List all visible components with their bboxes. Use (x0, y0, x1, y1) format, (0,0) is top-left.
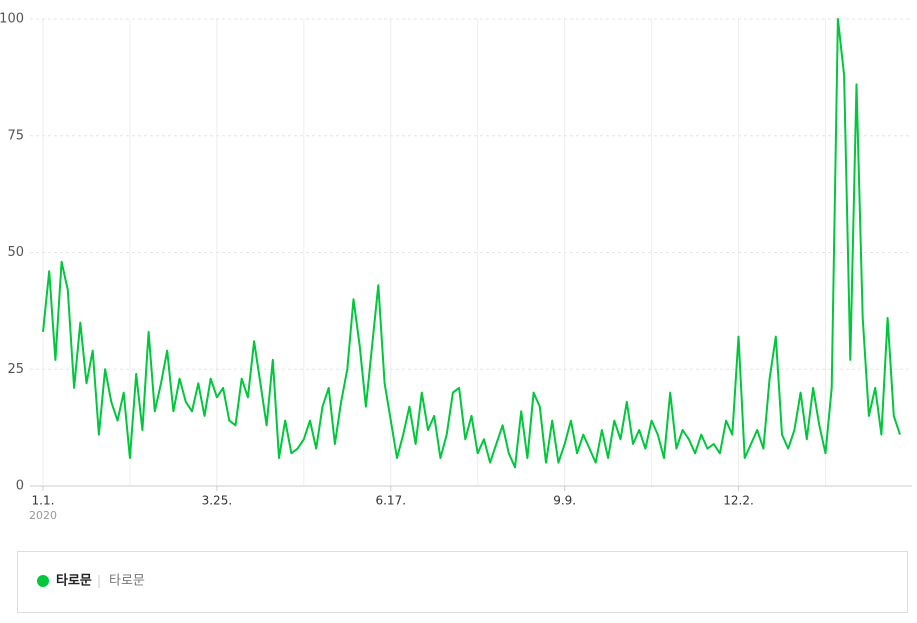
y-tick-label: 75 (7, 128, 24, 143)
y-tick-label: 25 (7, 362, 24, 377)
x-tick-label: 6.17. (375, 494, 406, 508)
x-tick-label: 12.2. (723, 494, 754, 508)
x-tick-label: 3.25. (202, 494, 233, 508)
y-tick-label: 50 (7, 245, 24, 260)
legend-box (17, 551, 908, 613)
y-tick-label: 0 (16, 479, 24, 494)
x-year-label: 2020 (29, 509, 57, 522)
y-tick-label: 100 (0, 12, 24, 27)
legend-swatch (37, 575, 49, 587)
legend-sublabel: 타로문 (109, 574, 145, 589)
x-tick-label: 1.1. (32, 494, 55, 508)
series-line (42, 18, 901, 469)
legend-label: 타로문 (56, 573, 92, 589)
x-tick-label: 9.9. (553, 494, 576, 508)
